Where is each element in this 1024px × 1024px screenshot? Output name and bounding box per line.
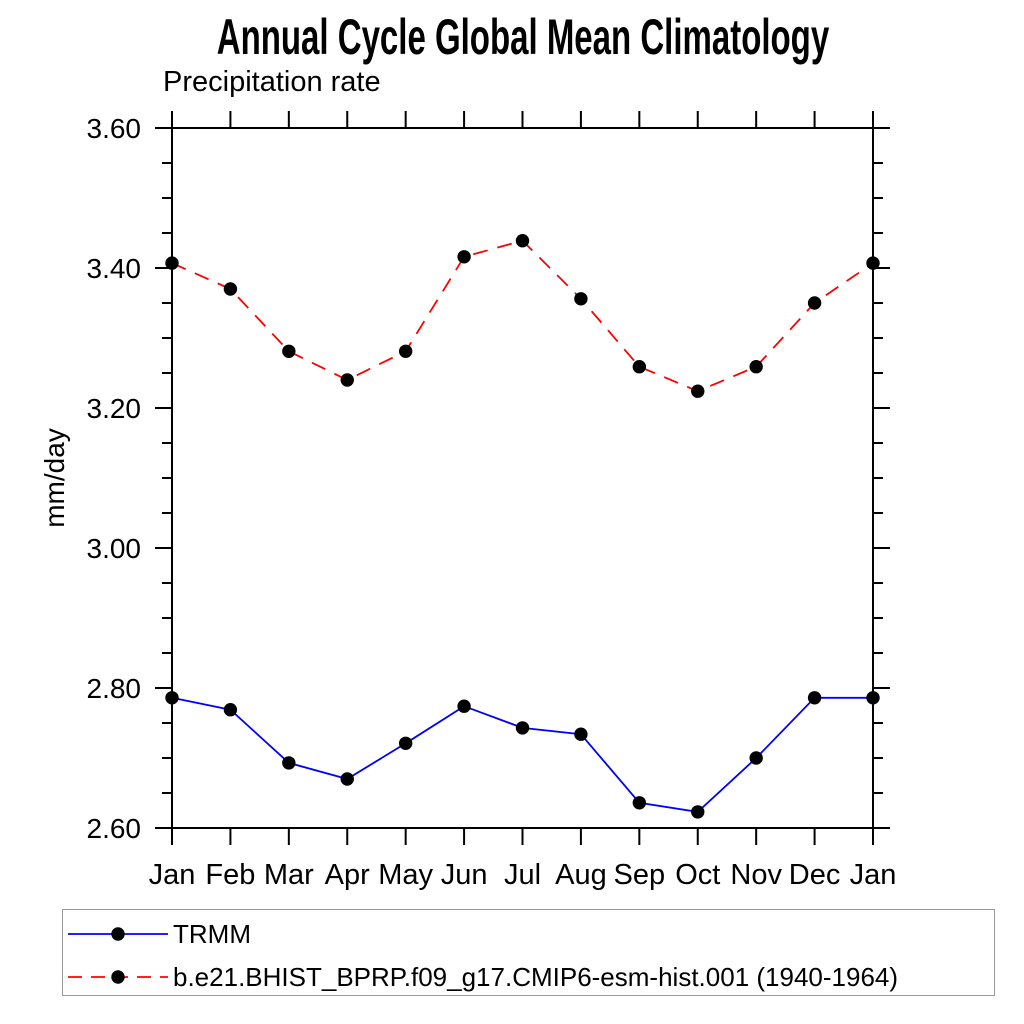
data-point-marker	[223, 703, 238, 717]
x-tick-label: Mar	[264, 859, 314, 891]
x-tick-label: Nov	[730, 859, 782, 891]
legend-item-model: b.e21.BHIST_BPRP.f09_g17.CMIP6-esm-hist.…	[68, 964, 992, 990]
data-point-marker	[632, 360, 647, 374]
series-line-1	[171, 239, 874, 393]
data-point-marker	[340, 373, 354, 387]
legend-line-sample-solid	[68, 927, 168, 941]
data-point-marker	[515, 234, 530, 248]
data-point-marker	[223, 282, 238, 296]
data-point-marker	[282, 344, 296, 358]
data-point-marker	[282, 756, 296, 770]
data-point-marker	[340, 772, 354, 786]
legend-marker-dot	[111, 970, 125, 984]
x-tick-label: Apr	[325, 859, 370, 891]
data-point-marker	[866, 691, 880, 705]
data-point-marker	[749, 751, 763, 765]
x-tick-label: Oct	[675, 859, 720, 891]
x-tick-label: May	[378, 859, 433, 891]
y-tick-label: 3.20	[87, 393, 142, 424]
y-tick-label: 3.60	[87, 113, 142, 144]
data-point-marker	[632, 796, 647, 810]
data-point-marker	[866, 256, 880, 270]
chart-subtitle: Precipitation rate	[163, 66, 381, 98]
data-point-marker	[165, 256, 179, 270]
data-point-marker	[574, 727, 588, 741]
data-point-marker	[807, 691, 822, 705]
x-tick-label: Aug	[555, 859, 607, 891]
x-tick-label: Jul	[504, 859, 541, 891]
x-tick-label: Sep	[614, 859, 666, 891]
y-tick-label: 3.00	[87, 533, 142, 564]
y-tick-label: 3.40	[87, 253, 142, 284]
y-tick-label: 2.80	[87, 673, 142, 704]
legend-marker-dot	[111, 927, 125, 941]
data-point-marker	[691, 805, 705, 819]
y-tick-label: 2.60	[87, 813, 142, 844]
x-tick-label: Jan	[149, 859, 196, 891]
data-point-marker	[749, 360, 763, 374]
data-point-marker	[398, 736, 413, 750]
chart-title-wrap: Annual Cycle Global Mean Climatology	[172, 12, 873, 62]
x-tick-label: Jan	[850, 859, 897, 891]
legend-item-trmm: TRMM	[68, 921, 992, 947]
data-point-marker	[691, 384, 705, 398]
data-point-marker	[457, 699, 471, 713]
series-line-0	[171, 696, 873, 813]
legend-label-model: b.e21.BHIST_BPRP.f09_g17.CMIP6-esm-hist.…	[173, 962, 899, 992]
data-point-marker	[457, 250, 471, 264]
x-tick-label: Dec	[789, 859, 841, 891]
data-point-marker	[574, 292, 588, 306]
data-point-marker	[515, 721, 530, 735]
x-tick-label: Jun	[441, 859, 488, 891]
legend-line-sample-dashed	[68, 970, 168, 984]
data-point-marker	[398, 344, 413, 358]
data-point-marker	[165, 691, 179, 705]
chart-title: Annual Cycle Global Mean Climatology	[216, 9, 829, 65]
data-point-marker	[807, 296, 822, 310]
x-tick-label: Feb	[205, 859, 255, 891]
legend-box: TRMM b.e21.BHIST_BPRP.f09_g17.CMIP6-esm-…	[62, 909, 995, 996]
legend-label-trmm: TRMM	[173, 919, 251, 949]
